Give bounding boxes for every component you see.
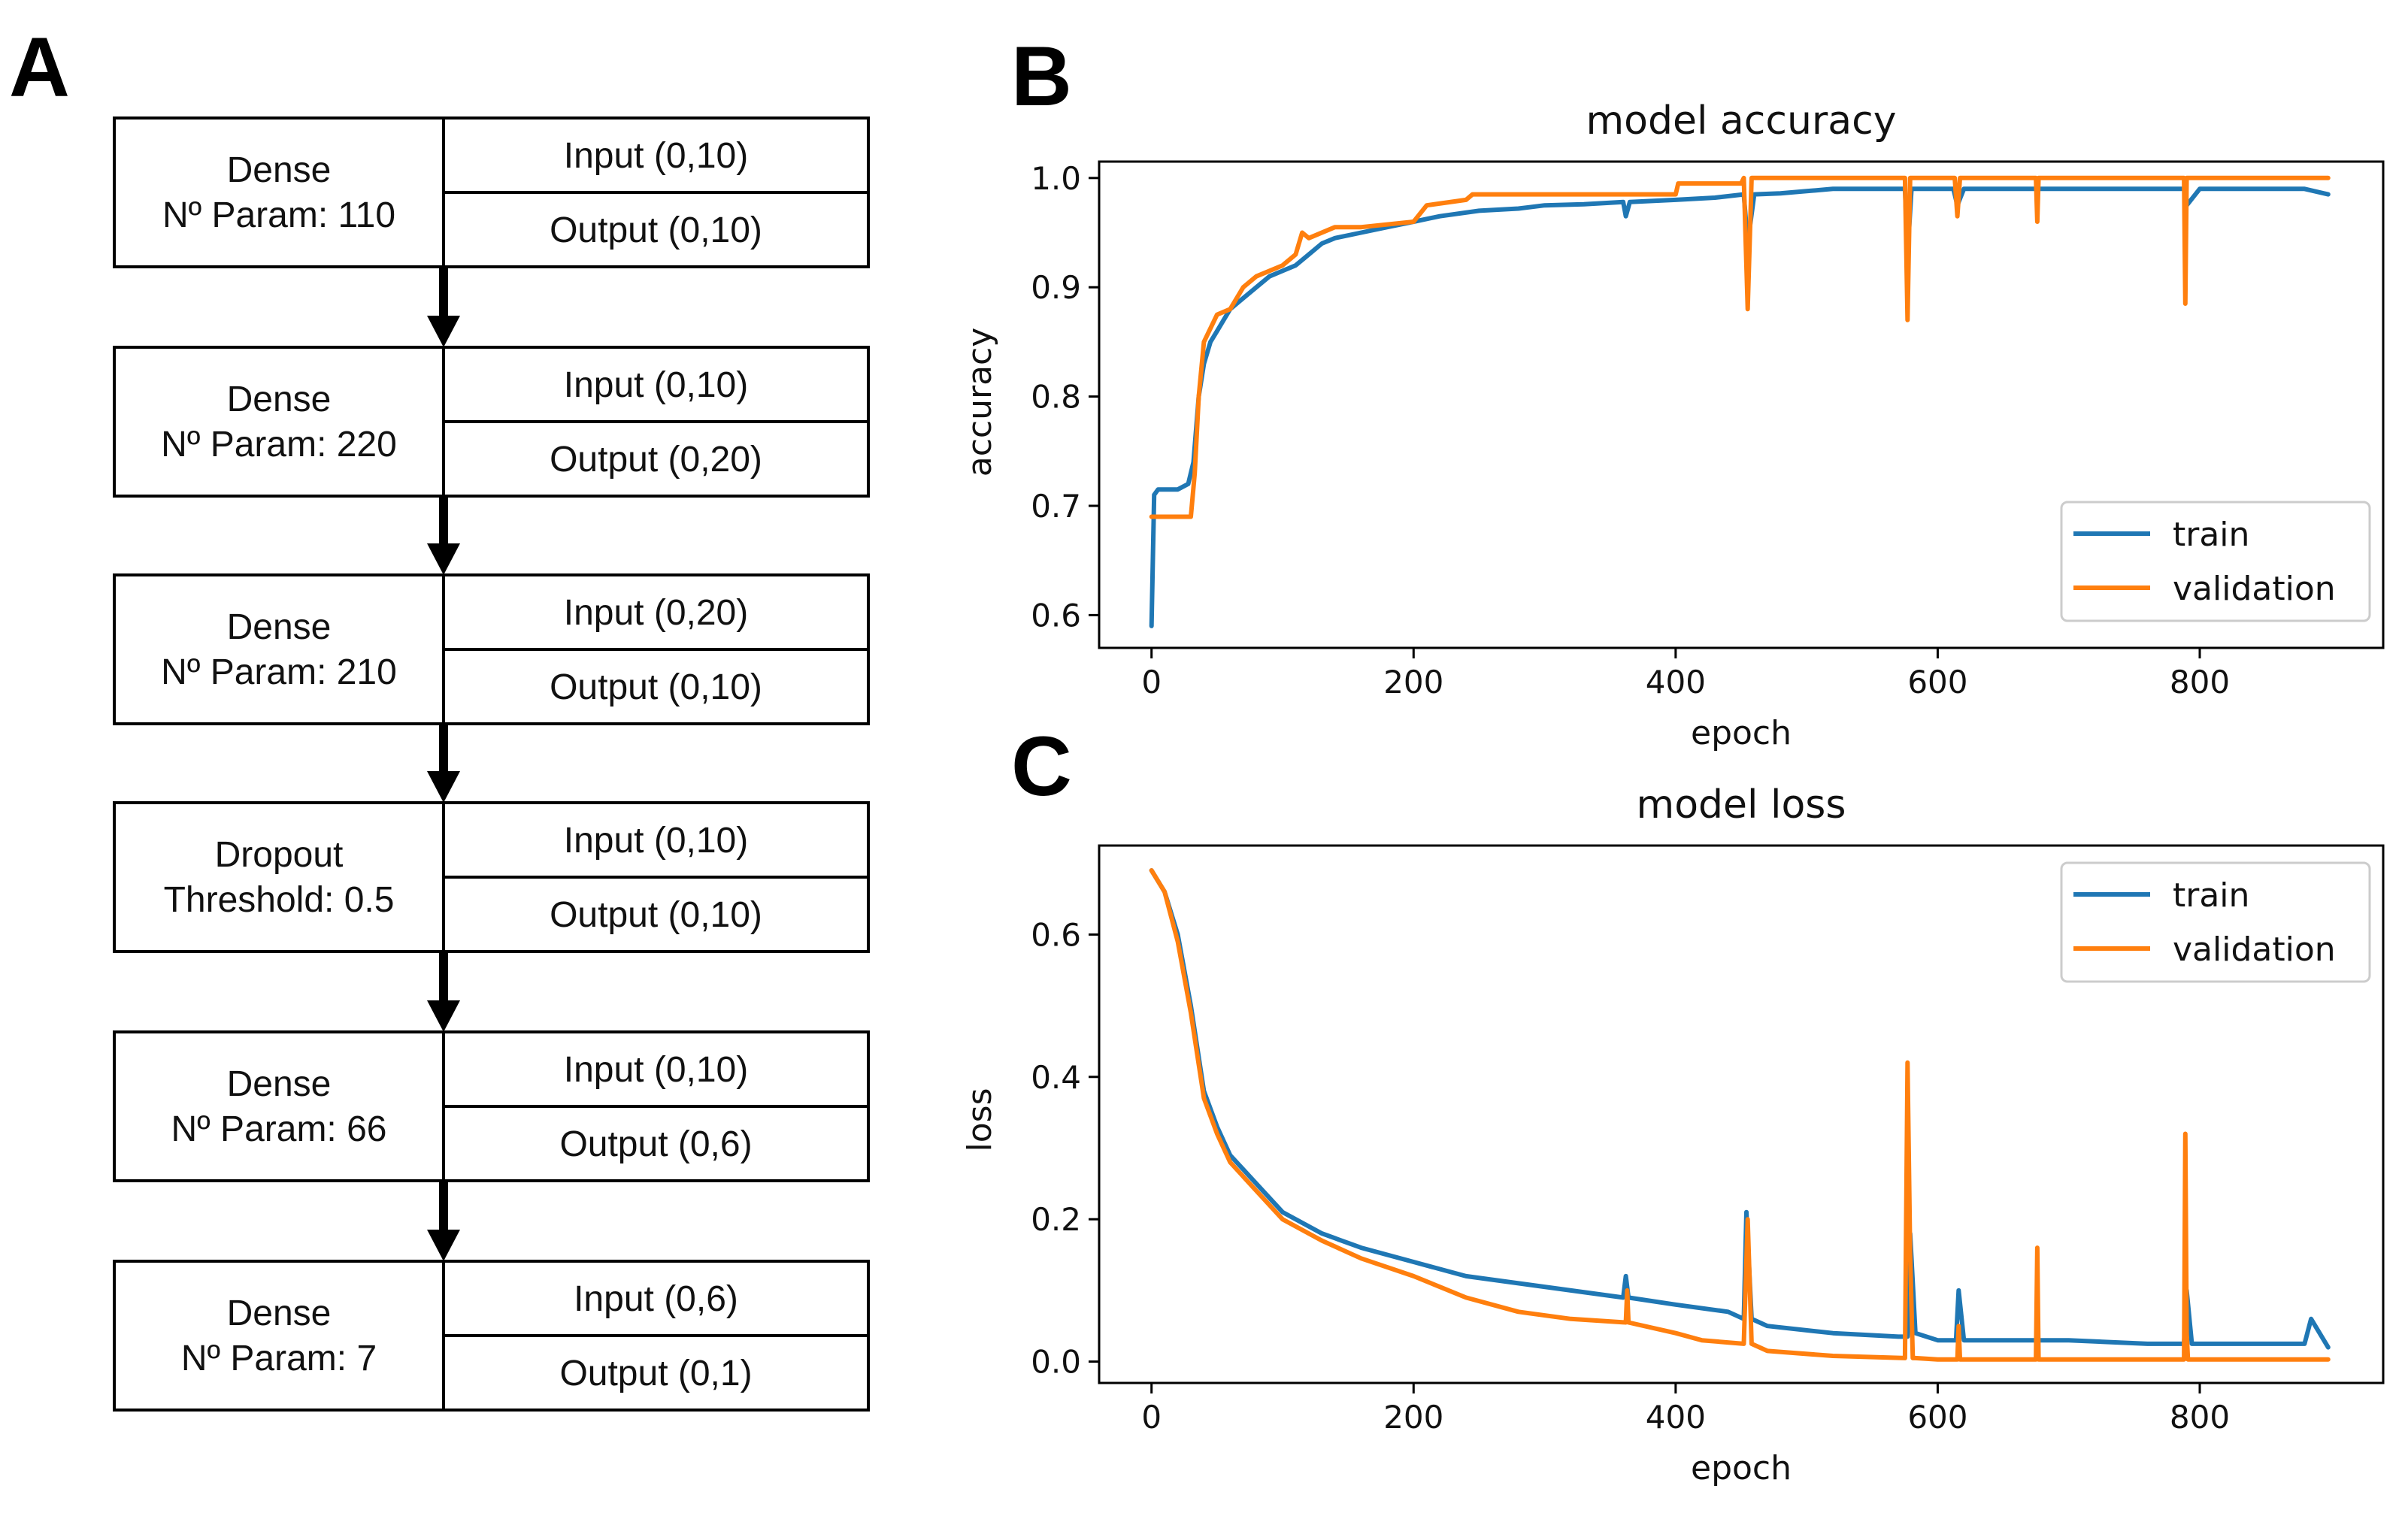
layer-param: Nº Param: 110 [162, 195, 395, 235]
accuracy-y-tick-label: 0.6 [1031, 597, 1081, 634]
flow-arrow-head [427, 316, 460, 347]
layer-input-shape: Input (0,10) [564, 365, 748, 405]
layer-output-shape: Output (0,10) [550, 895, 762, 935]
architecture-diagram: Dense Nº Param: 110 Input (0,10) Output (0,… [113, 116, 870, 1412]
layer-type: Dense [227, 150, 332, 190]
layer-type: Dense [227, 607, 332, 647]
layer-output-shape: Output (0,10) [550, 210, 762, 250]
layer-box: Dense Nº Param: 210 Input (0,20) Output (0,… [113, 573, 870, 725]
layer-box: Dense Nº Param: 66 Input (0,10) Output (0,6… [113, 1030, 870, 1182]
accuracy-x-tick-label: 400 [1646, 664, 1706, 700]
layer-param: Nº Param: 7 [181, 1339, 377, 1378]
loss-x-tick-label: 600 [1907, 1399, 1967, 1436]
loss-y-tick-label: 0.2 [1031, 1201, 1081, 1238]
panel-label-c: C [1011, 719, 1072, 813]
flow-arrow [427, 1181, 460, 1261]
layer-type: Dense [227, 1294, 332, 1333]
accuracy-chart: model accuracy epoch accuracy 0 200 400 600… [961, 98, 2385, 752]
flow-arrow-head [427, 543, 460, 575]
loss-y-tick-label: 0.0 [1031, 1344, 1081, 1381]
loss-legend-validation-label: validation [2173, 930, 2336, 969]
flow-arrow [427, 267, 460, 347]
layer-param: Nº Param: 66 [171, 1109, 387, 1149]
layer-output-shape: Output (0,1) [559, 1354, 752, 1393]
accuracy-y-tick-label: 0.8 [1031, 379, 1081, 416]
layer-input-shape: Input (0,20) [564, 593, 748, 633]
flow-arrow [427, 496, 460, 575]
accuracy-x-tick-label: 600 [1907, 664, 1967, 700]
accuracy-series-train [1149, 186, 2331, 628]
loss-x-tick-label: 0 [1141, 1399, 1162, 1436]
loss-series-validation [1149, 868, 2331, 1362]
loss-y-axis-label: loss [961, 1088, 999, 1152]
loss-chart: model loss epoch loss 0 200 400 600 800 0.0 0.… [961, 782, 2385, 1487]
accuracy-y-tick-label: 1.0 [1031, 160, 1081, 197]
accuracy-y-axis-label: accuracy [961, 328, 999, 477]
layer-output-shape: Output (0,20) [550, 440, 762, 480]
layer-param: Nº Param: 210 [161, 652, 397, 692]
accuracy-chart-title: model accuracy [1586, 98, 1896, 144]
loss-chart-title: model loss [1637, 782, 1846, 828]
layer-box: Dense Nº Param: 220 Input (0,10) Output (0,… [113, 346, 870, 498]
layer-type: Dense [227, 1064, 332, 1104]
layer-output-shape: Output (0,10) [550, 667, 762, 707]
accuracy-x-tick-label: 0 [1141, 664, 1162, 700]
loss-plot-frame [1098, 844, 2385, 1384]
accuracy-legend: train validation [2060, 501, 2371, 622]
layer-input-shape: Input (0,10) [564, 1050, 748, 1090]
layer-input-shape: Input (0,6) [574, 1279, 738, 1319]
flow-arrow-head [427, 1000, 460, 1032]
layer-input-shape: Input (0,10) [564, 136, 748, 176]
accuracy-legend-train-label: train [2173, 516, 2249, 554]
accuracy-legend-validation-label: validation [2173, 570, 2336, 608]
layer-output-shape: Output (0,6) [559, 1124, 752, 1164]
loss-legend-train-label: train [2173, 876, 2249, 915]
loss-x-tick-label: 800 [2170, 1399, 2230, 1436]
loss-x-tick-label: 400 [1646, 1399, 1706, 1436]
layer-box: Dropout Threshold: 0.5 Input (0,10) Output … [113, 801, 870, 953]
accuracy-x-tick-label: 200 [1383, 664, 1443, 700]
layer-param: Threshold: 0.5 [164, 880, 395, 920]
accuracy-x-axis-label: epoch [1691, 714, 1792, 752]
loss-y-tick-label: 0.4 [1031, 1059, 1081, 1096]
layer-box: Dense Nº Param: 7 Input (0,6) Output (0,1) [113, 1260, 870, 1412]
layer-param: Nº Param: 220 [161, 425, 397, 464]
accuracy-series-validation [1149, 175, 2331, 519]
flow-arrow [427, 724, 460, 803]
panel-label-b: B [1011, 29, 1072, 123]
layer-type: Dropout [215, 835, 344, 875]
loss-y-tick-label: 0.6 [1031, 916, 1081, 953]
accuracy-y-tick-label: 0.9 [1031, 269, 1081, 306]
accuracy-plot-frame [1098, 160, 2385, 649]
loss-x-tick-label: 200 [1383, 1399, 1443, 1436]
loss-x-axis-label: epoch [1691, 1449, 1792, 1487]
flow-arrow-head [427, 771, 460, 803]
layer-type: Dense [227, 380, 332, 419]
accuracy-y-tick-label: 0.7 [1031, 488, 1081, 525]
loss-legend: train validation [2060, 861, 2371, 983]
flow-arrow-head [427, 1230, 460, 1261]
accuracy-x-tick-label: 800 [2170, 664, 2230, 700]
layer-input-shape: Input (0,10) [564, 821, 748, 861]
layer-box: Dense Nº Param: 110 Input (0,10) Output (0,… [113, 116, 870, 268]
panel-label-a: A [9, 20, 70, 114]
flow-arrow [427, 952, 460, 1032]
